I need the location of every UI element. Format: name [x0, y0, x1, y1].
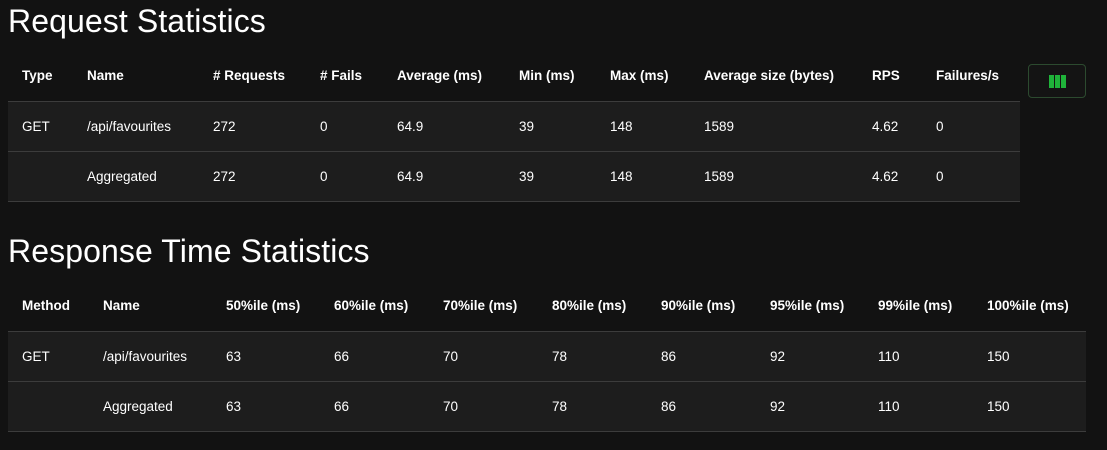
cell-failures-per-sec: 0	[922, 151, 1020, 202]
cell-p99: 110	[864, 381, 973, 432]
column-header-p60[interactable]: 60%ile (ms)	[320, 280, 429, 332]
cell-rps: 4.62	[858, 151, 922, 202]
cell-p95: 92	[756, 381, 864, 432]
cell-name: /api/favourites	[73, 101, 199, 152]
table-header-row: Method Name 50%ile (ms) 60%ile (ms) 70%i…	[8, 280, 1086, 332]
column-header-p95[interactable]: 95%ile (ms)	[756, 280, 864, 332]
column-selector-button[interactable]	[1028, 64, 1086, 98]
cell-average-size: 1589	[690, 101, 858, 152]
table-row-aggregated: Aggregated 63 66 70 78 86 92 110 150	[8, 381, 1086, 432]
cell-average: 64.9	[383, 151, 505, 202]
columns-icon	[1048, 74, 1066, 88]
cell-p80: 78	[538, 381, 647, 432]
cell-name: /api/favourites	[89, 331, 212, 382]
cell-fails: 0	[306, 151, 383, 202]
column-header-average[interactable]: Average (ms)	[383, 50, 505, 102]
request-statistics-title: Request Statistics	[8, 3, 266, 39]
cell-failures-per-sec: 0	[922, 101, 1020, 152]
cell-p90: 86	[647, 331, 756, 382]
column-header-p50[interactable]: 50%ile (ms)	[212, 280, 320, 332]
cell-p50: 63	[212, 381, 320, 432]
cell-min: 39	[505, 151, 596, 202]
cell-p60: 66	[320, 331, 429, 382]
column-header-type[interactable]: Type	[8, 50, 73, 102]
cell-p60: 66	[320, 381, 429, 432]
column-header-p70[interactable]: 70%ile (ms)	[429, 280, 538, 332]
cell-p70: 70	[429, 331, 538, 382]
column-header-p80[interactable]: 80%ile (ms)	[538, 280, 647, 332]
column-header-max[interactable]: Max (ms)	[596, 50, 690, 102]
column-header-average-size[interactable]: Average size (bytes)	[690, 50, 858, 102]
column-header-fails[interactable]: # Fails	[306, 50, 383, 102]
request-statistics-table: Type Name # Requests # Fails Average (ms…	[8, 50, 1020, 202]
cell-rps: 4.62	[858, 101, 922, 152]
cell-name: Aggregated	[89, 381, 212, 432]
column-header-name[interactable]: Name	[89, 280, 212, 332]
column-header-p100[interactable]: 100%ile (ms)	[973, 280, 1086, 332]
cell-p90: 86	[647, 381, 756, 432]
table-row: GET /api/favourites 63 66 70 78 86 92 11…	[8, 331, 1086, 382]
cell-average: 64.9	[383, 101, 505, 152]
column-header-method[interactable]: Method	[8, 280, 89, 332]
column-header-failures-per-sec[interactable]: Failures/s	[922, 50, 1020, 102]
table-row: GET /api/favourites 272 0 64.9 39 148 15…	[8, 101, 1020, 152]
cell-p80: 78	[538, 331, 647, 382]
cell-average-size: 1589	[690, 151, 858, 202]
cell-p100: 150	[973, 381, 1086, 432]
cell-name: Aggregated	[73, 151, 199, 202]
column-header-p90[interactable]: 90%ile (ms)	[647, 280, 756, 332]
cell-p50: 63	[212, 331, 320, 382]
column-header-name[interactable]: Name	[73, 50, 199, 102]
table-header-row: Type Name # Requests # Fails Average (ms…	[8, 50, 1020, 102]
column-header-requests[interactable]: # Requests	[199, 50, 306, 102]
cell-p95: 92	[756, 331, 864, 382]
cell-fails: 0	[306, 101, 383, 152]
cell-method: GET	[8, 331, 89, 382]
cell-p99: 110	[864, 331, 973, 382]
table-row-aggregated: Aggregated 272 0 64.9 39 148 1589 4.62 0	[8, 151, 1020, 202]
cell-requests: 272	[199, 101, 306, 152]
cell-method	[8, 381, 89, 432]
column-header-p99[interactable]: 99%ile (ms)	[864, 280, 973, 332]
column-header-min[interactable]: Min (ms)	[505, 50, 596, 102]
cell-type: GET	[8, 101, 73, 152]
cell-max: 148	[596, 151, 690, 202]
cell-p70: 70	[429, 381, 538, 432]
response-time-statistics-title: Response Time Statistics	[8, 233, 370, 269]
cell-max: 148	[596, 101, 690, 152]
cell-requests: 272	[199, 151, 306, 202]
cell-min: 39	[505, 101, 596, 152]
cell-p100: 150	[973, 331, 1086, 382]
cell-type	[8, 151, 73, 202]
column-header-rps[interactable]: RPS	[858, 50, 922, 102]
response-time-statistics-table: Method Name 50%ile (ms) 60%ile (ms) 70%i…	[8, 280, 1086, 432]
